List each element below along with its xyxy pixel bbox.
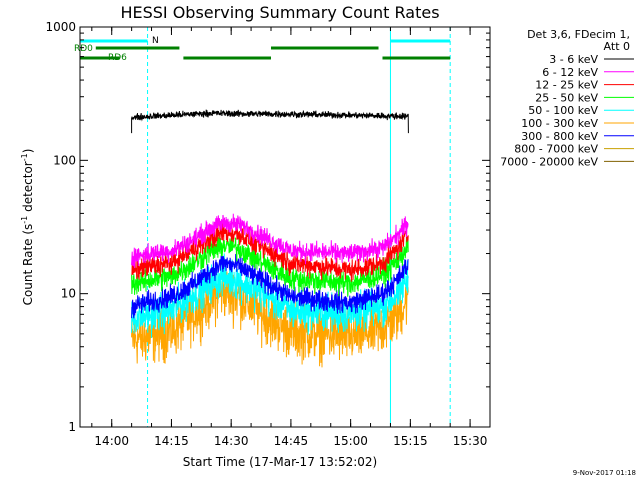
x-tick-label: 14:00 bbox=[94, 434, 129, 448]
series-3-line bbox=[131, 231, 409, 297]
plot-frame bbox=[79, 26, 491, 428]
legend-header-1: Det 3,6, FDecim 1, bbox=[527, 28, 630, 41]
y-label-main: Count Rate (s bbox=[21, 224, 35, 306]
legend-entry-label: 100 - 300 keV bbox=[521, 117, 598, 130]
y-tick-label: 100 bbox=[53, 153, 76, 167]
legend-entry-label: 6 - 12 keV bbox=[542, 66, 598, 79]
x-tick-label: 14:45 bbox=[274, 434, 309, 448]
rd0-label: RD0 bbox=[74, 44, 93, 54]
series-1-line bbox=[131, 213, 409, 269]
x-tick-label: 15:30 bbox=[453, 434, 488, 448]
legend-entry-label: 7000 - 20000 keV bbox=[500, 155, 598, 168]
legend-entry-label: 12 - 25 keV bbox=[535, 79, 598, 92]
x-tick-label: 15:15 bbox=[393, 434, 428, 448]
series-0-line bbox=[131, 109, 409, 134]
x-axis-label: Start Time (17-Mar-17 13:52:02) bbox=[183, 455, 377, 469]
y-label-mid: detector bbox=[21, 161, 35, 216]
chart-title: HESSI Observing Summary Count Rates bbox=[120, 3, 439, 22]
y-label-sup2: -1 bbox=[20, 153, 29, 161]
n-label: N bbox=[152, 36, 159, 46]
legend-entry-label: 3 - 6 keV bbox=[549, 53, 598, 66]
annotation-layer: N RD0 RD6 bbox=[74, 36, 159, 63]
x-tick-label: 14:15 bbox=[154, 434, 189, 448]
timestamp: 9-Nov-2017 01:18 bbox=[573, 469, 636, 477]
y-label-sup1: -1 bbox=[20, 216, 29, 224]
rd6-label: RD6 bbox=[108, 53, 127, 63]
x-tick-label: 14:30 bbox=[214, 434, 249, 448]
y-axis-label: Count Rate (s-1 detector-1) bbox=[20, 149, 35, 306]
y-label-end: ) bbox=[21, 149, 35, 154]
y-tick-label: 1000 bbox=[45, 20, 76, 34]
y-axis: 1 10 100 1000 bbox=[45, 20, 490, 434]
series-5-line bbox=[131, 270, 409, 368]
series-6-line bbox=[131, 253, 409, 319]
night-bands bbox=[79, 27, 451, 427]
legend-entry-label: 300 - 800 keV bbox=[521, 130, 598, 143]
y-tick-label: 1 bbox=[68, 420, 76, 434]
legend-header-2: Att 0 bbox=[604, 40, 630, 53]
y-tick-label: 10 bbox=[61, 287, 76, 301]
legend-entry-label: 25 - 50 keV bbox=[535, 91, 598, 104]
legend-entry-label: 800 - 7000 keV bbox=[514, 143, 598, 156]
x-axis: 14:00 14:15 14:30 14:45 15:00 15:15 15:30 bbox=[91, 27, 491, 448]
series-layer bbox=[131, 109, 409, 368]
legend-entry-label: 50 - 100 keV bbox=[528, 104, 598, 117]
x-tick-label: 15:00 bbox=[333, 434, 368, 448]
